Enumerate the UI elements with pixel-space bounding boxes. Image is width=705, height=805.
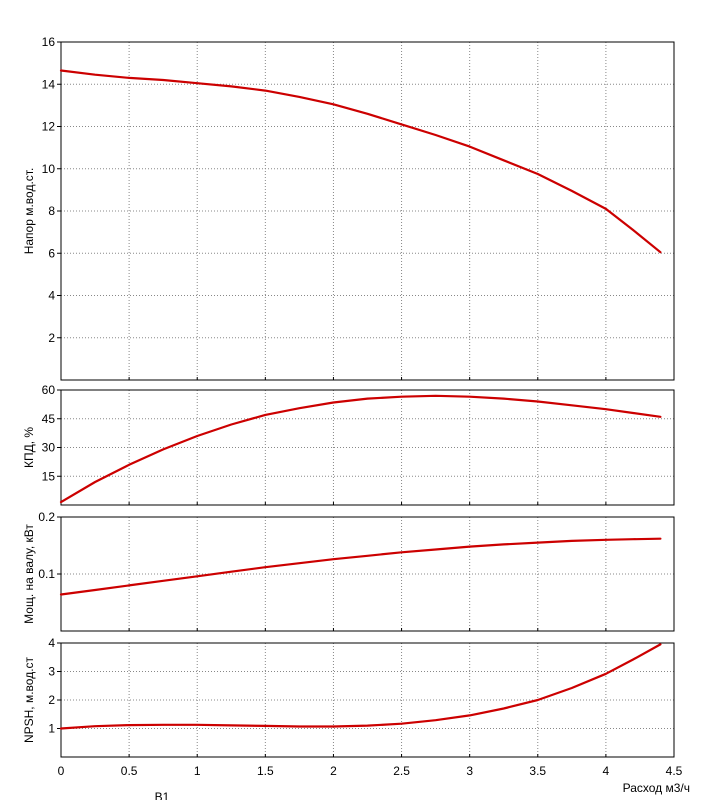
y-tick-label: 16	[42, 35, 56, 49]
x-tick-label: 2	[330, 764, 337, 778]
y-tick-label: 0.2	[38, 510, 55, 524]
panel-frame	[60, 389, 675, 506]
y-tick-label: 2	[48, 693, 55, 707]
y-axis-label: Напор м.вод.ст.	[22, 168, 36, 255]
y-axis-label: Мощ. на валу, кВт	[22, 524, 36, 624]
x-axis-label: Расход м3/ч	[623, 781, 690, 795]
y-tick-label: 0.1	[38, 567, 55, 581]
y-tick-label: 45	[42, 412, 56, 426]
x-tick-label: 2.5	[393, 764, 410, 778]
panel-4: 1 2 3 4 NPSH, м.вод.ст 0 0.5 1 1.5 2 2.5 3 3.5 4 4.5 Ра…	[22, 636, 690, 795]
panel-frame	[60, 516, 675, 632]
y-tick-label: 15	[42, 469, 56, 483]
y-tick-label: 14	[42, 77, 56, 91]
panel-frame	[60, 41, 675, 381]
y-tick-label: 1	[48, 722, 55, 736]
series-line-1	[59, 643, 662, 730]
x-tick-label: 3	[466, 764, 473, 778]
panel-1: 2 4 6 8 10 12 14 16 Напор м.вод.ст.	[22, 35, 675, 381]
x-tick-label: 4.5	[666, 764, 683, 778]
panel-frame	[60, 642, 675, 758]
x-tick-label: 0.5	[121, 764, 138, 778]
series-line-1	[59, 394, 662, 504]
y-tick-label: 2	[48, 331, 55, 345]
x-tick-label: 1.5	[257, 764, 274, 778]
y-axis-label: КПД, %	[22, 427, 36, 468]
y-tick-label: 12	[42, 120, 56, 134]
panel-2: 15 30 45 60 КПД, %	[22, 383, 675, 506]
series-line-1	[59, 537, 662, 596]
y-tick-label: 4	[48, 636, 55, 650]
y-tick-label: 6	[48, 246, 55, 260]
y-tick-label: 3	[48, 665, 55, 679]
y-axis-label: NPSH, м.вод.ст	[22, 656, 36, 743]
y-tick-label: 30	[42, 441, 56, 455]
y-tick-label: 60	[42, 383, 56, 397]
x-tick-label: 4	[603, 764, 610, 778]
footer-text: В1	[155, 790, 170, 800]
series-line-1	[59, 69, 662, 254]
x-tick-label: 1	[194, 764, 201, 778]
y-tick-label: 8	[48, 204, 55, 218]
y-tick-label: 10	[42, 162, 56, 176]
y-tick-label: 4	[48, 289, 55, 303]
x-tick-label: 0	[58, 764, 65, 778]
x-tick-label: 3.5	[529, 764, 546, 778]
